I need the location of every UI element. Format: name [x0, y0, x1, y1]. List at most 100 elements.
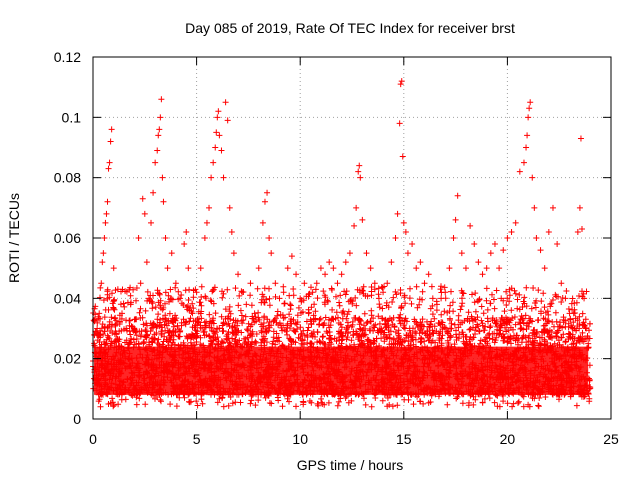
data-point	[462, 265, 469, 272]
data-point	[193, 289, 200, 296]
data-point	[409, 241, 416, 248]
x-tick-label: 10	[292, 431, 308, 447]
data-point	[367, 265, 374, 272]
data-point	[228, 228, 235, 235]
data-point	[454, 192, 461, 199]
data-point	[491, 241, 498, 248]
data-point	[413, 265, 420, 272]
data-point	[545, 228, 552, 235]
data-point	[508, 228, 515, 235]
data-point	[201, 235, 208, 241]
data-point	[210, 159, 217, 166]
data-point	[106, 159, 113, 166]
data-point	[264, 189, 271, 196]
data-point	[394, 210, 401, 217]
data-point	[371, 280, 378, 287]
data-point	[268, 250, 275, 257]
data-point	[119, 310, 126, 317]
data-point	[94, 325, 101, 332]
data-point	[322, 271, 329, 278]
data-point	[516, 168, 523, 175]
data-point	[152, 159, 159, 166]
x-tick-label: 20	[500, 431, 516, 447]
x-tick-labels: 0 5 10 15 20 25	[89, 431, 619, 447]
data-point	[220, 174, 227, 181]
data-point	[399, 153, 406, 160]
data-point	[288, 253, 295, 260]
data-point	[212, 144, 219, 151]
data-point	[537, 247, 544, 254]
data-point	[356, 162, 363, 169]
data-point	[284, 265, 291, 272]
data-point	[305, 310, 312, 317]
y-tick-label: 0.04	[54, 290, 81, 306]
data-point	[102, 219, 109, 226]
data-point	[208, 174, 215, 181]
data-point	[123, 325, 130, 332]
data-point	[98, 280, 105, 287]
y-tick-label: 0.02	[54, 351, 81, 367]
data-point	[218, 147, 225, 154]
data-point	[475, 259, 482, 266]
data-point	[400, 219, 407, 226]
data-point	[351, 222, 358, 229]
data-point	[107, 138, 114, 145]
data-point	[479, 271, 486, 278]
data-point	[259, 219, 266, 226]
data-point	[168, 250, 175, 257]
data-point	[342, 259, 349, 266]
data-point	[326, 259, 333, 266]
data-point	[500, 247, 507, 254]
data-point	[353, 204, 360, 211]
data-point	[471, 241, 478, 248]
data-point	[239, 289, 246, 296]
data-point	[226, 204, 233, 211]
x-tick-label: 5	[193, 431, 201, 447]
data-point	[214, 114, 221, 121]
data-point	[297, 295, 304, 302]
data-point	[141, 210, 148, 217]
data-point	[301, 280, 308, 287]
data-point	[276, 295, 283, 302]
data-point	[585, 340, 592, 347]
data-point	[446, 265, 453, 272]
data-point	[104, 198, 111, 205]
data-point	[467, 222, 474, 229]
data-point	[114, 286, 121, 293]
data-point	[156, 126, 163, 133]
data-point	[527, 99, 534, 106]
data-point	[577, 135, 584, 142]
data-point	[317, 265, 324, 272]
data-point	[404, 250, 411, 257]
data-point	[487, 250, 494, 257]
data-point	[216, 132, 223, 139]
data-point	[541, 265, 548, 272]
data-point	[99, 259, 106, 266]
data-point	[330, 265, 337, 272]
data-point	[357, 174, 364, 181]
data-point	[158, 96, 165, 103]
data-point	[570, 310, 577, 317]
data-point	[272, 280, 279, 287]
data-point	[581, 295, 588, 302]
data-point	[181, 241, 188, 248]
data-point	[531, 204, 538, 211]
data-point	[309, 289, 316, 296]
data-point	[215, 108, 222, 115]
dense-data-band	[90, 283, 594, 410]
data-point	[137, 280, 144, 287]
data-point	[206, 204, 213, 211]
x-tick-label: 0	[89, 431, 97, 447]
data-point	[562, 295, 569, 302]
dense-band-core	[94, 346, 589, 395]
data-point	[224, 117, 231, 124]
y-tick-label: 0.08	[54, 170, 81, 186]
data-point	[143, 259, 150, 266]
data-point	[576, 204, 583, 211]
data-point	[334, 280, 341, 287]
data-point	[458, 250, 465, 257]
data-point	[159, 174, 166, 181]
data-point	[280, 289, 287, 296]
data-point	[135, 235, 142, 241]
